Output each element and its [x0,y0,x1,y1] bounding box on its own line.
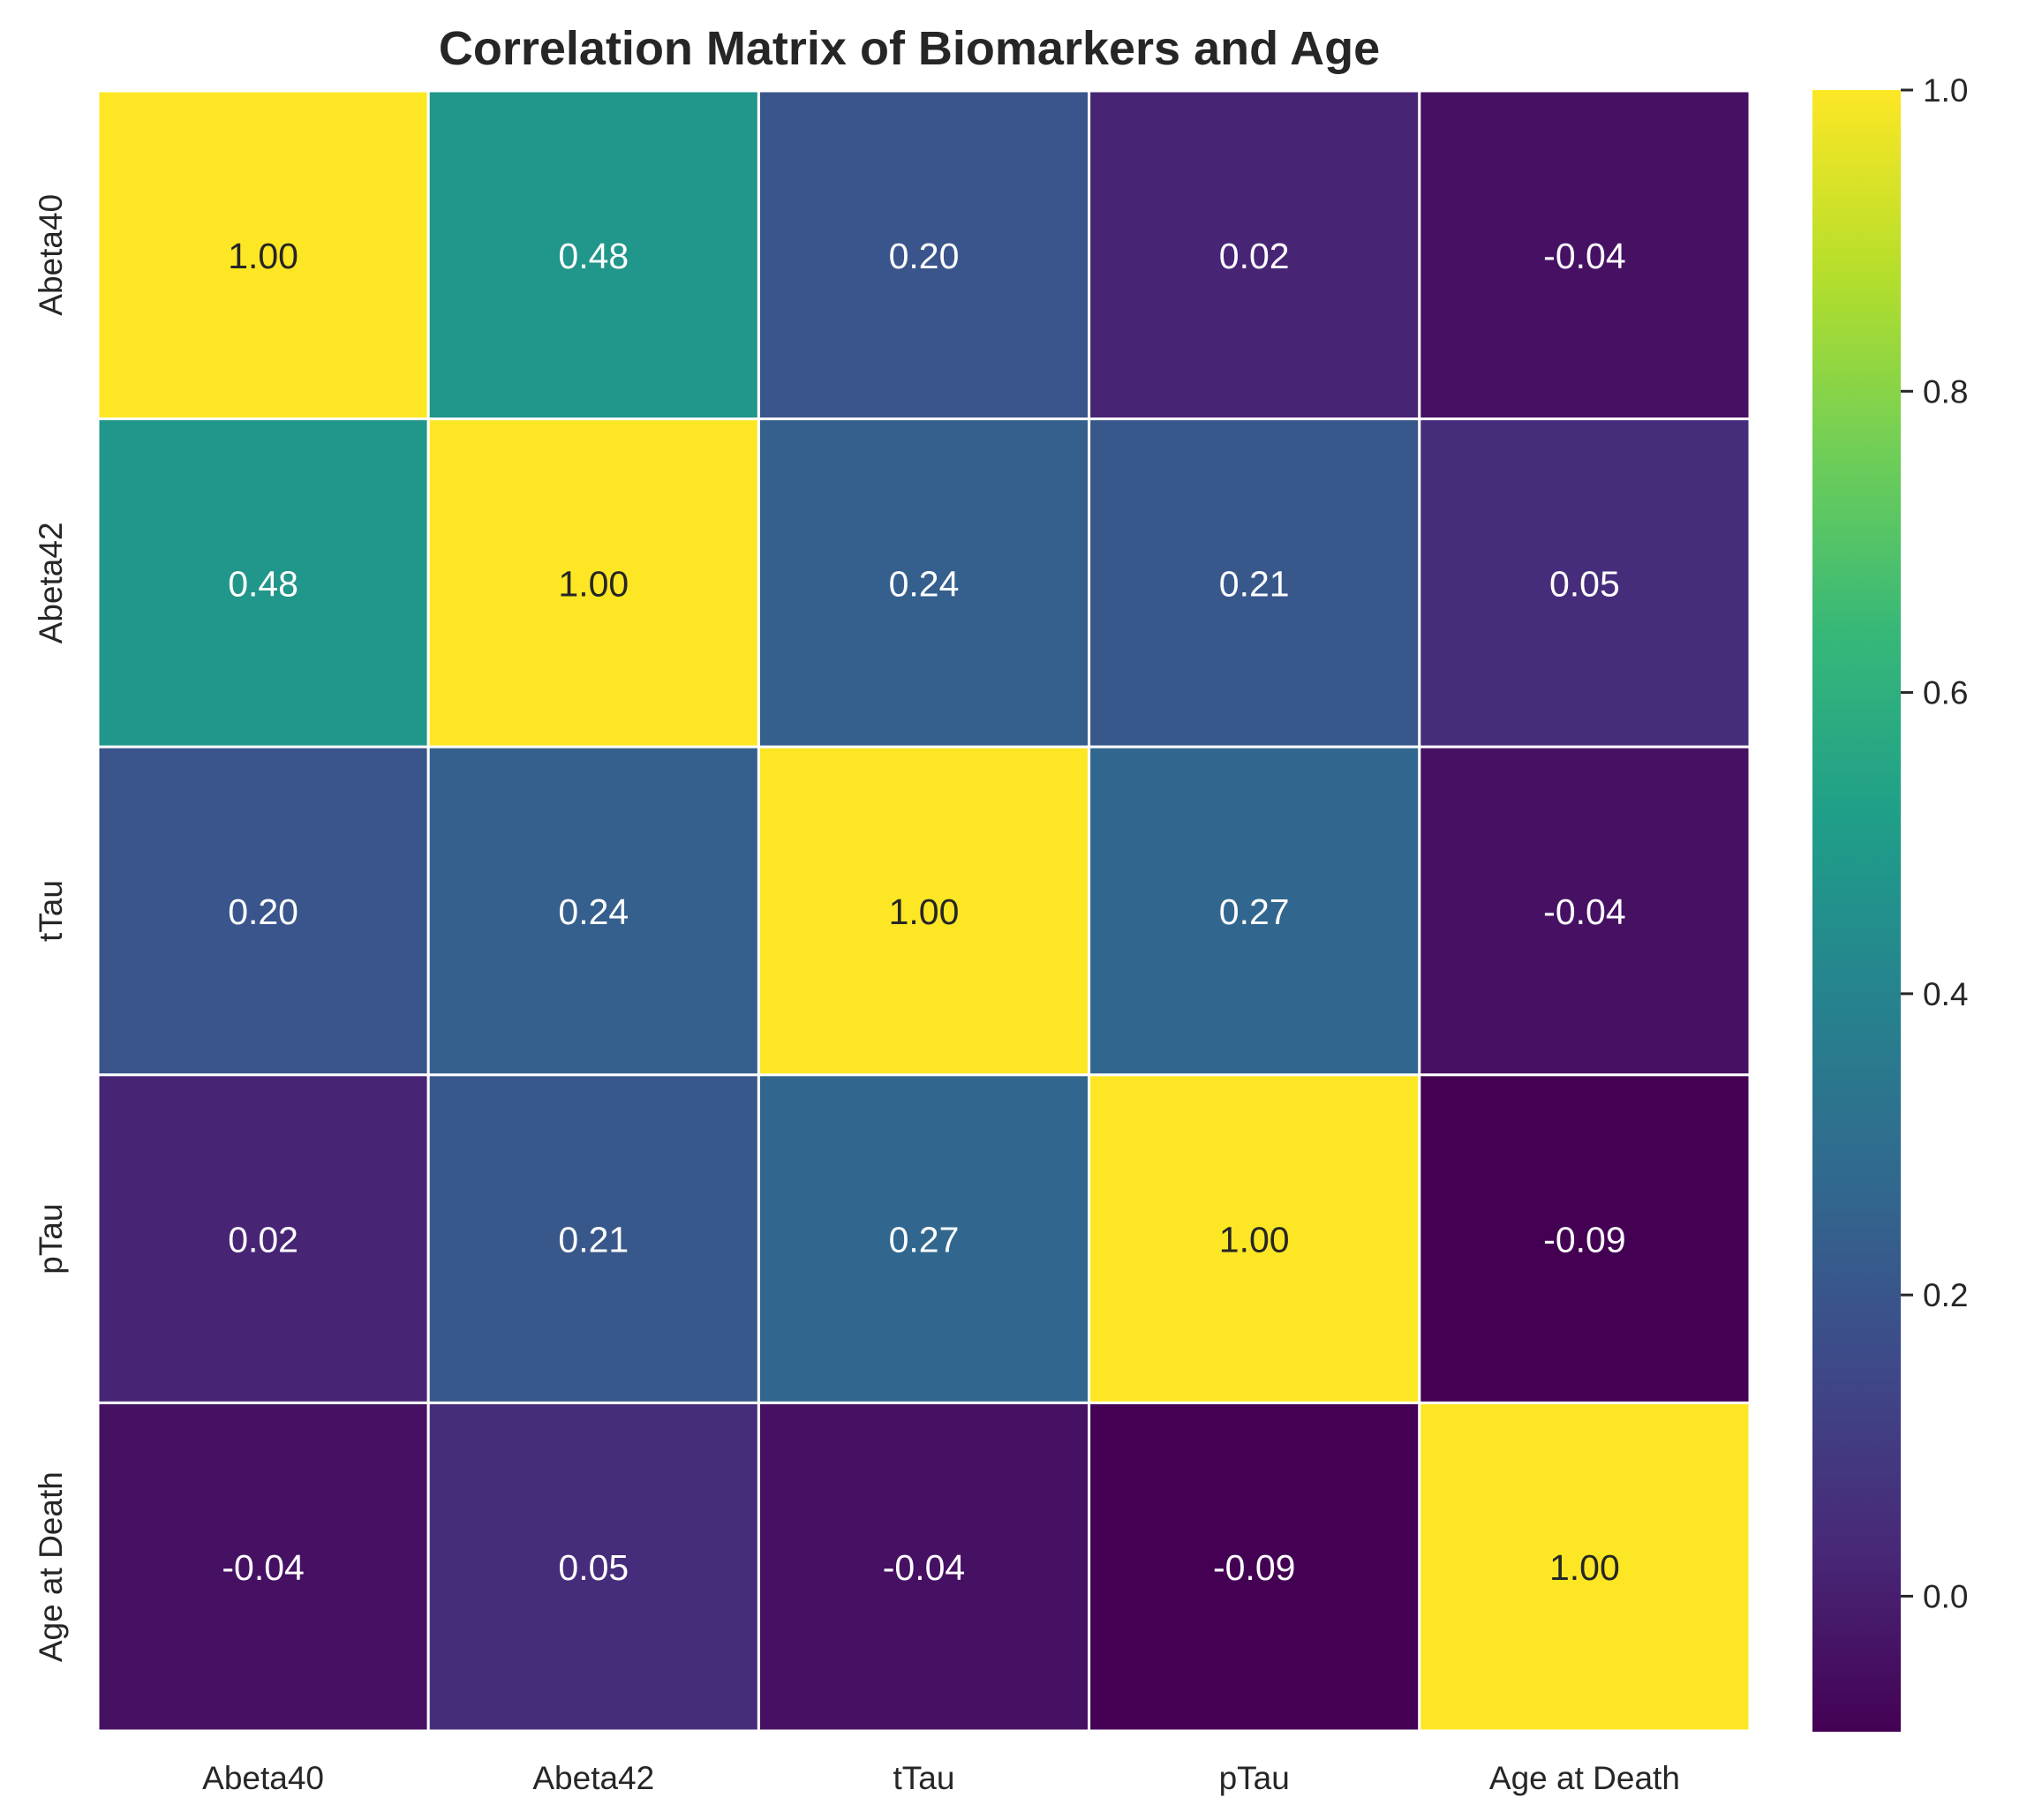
heatmap-cell [757,745,1091,1077]
cell-value-label: 0.20 [889,236,960,276]
heatmap-cell [757,1073,1091,1404]
heatmap-cell [1418,745,1752,1077]
colorbar-gradient [1812,90,1901,1732]
heatmap-cell [757,1401,1091,1733]
cell-value-label: -0.09 [1543,1220,1625,1260]
heatmap-cell [426,1073,760,1404]
cell-value-label: 0.05 [1549,563,1620,604]
cell-value-label: 1.00 [889,891,960,932]
colorbar-tick-label: 0.6 [1923,675,1968,711]
y-tick-label: Abeta42 [33,522,69,643]
cell-value-label: 0.48 [558,236,629,276]
heatmap-cell [1088,745,1421,1077]
heatmap-cell [1418,1073,1752,1404]
colorbar-ticks: 0.0 0.2 0.4 0.6 0.8 1.0 [1901,72,1968,1614]
cell-value-label: 0.20 [228,891,298,932]
cell-value-label: -0.04 [883,1547,965,1588]
y-axis-tick-labels: Abeta40 Abeta42 tTau pTau Age at Death [33,194,69,1662]
heatmap-cell [426,1401,760,1733]
x-tick-label: pTau [1219,1760,1290,1796]
cell-value-label: 0.21 [558,1220,629,1260]
heatmap-cell [1418,89,1752,421]
x-tick-label: tTau [893,1760,955,1796]
colorbar-tick-label: 0.0 [1923,1578,1968,1614]
colorbar-tick-label: 1.0 [1923,72,1968,109]
y-tick-label: pTau [33,1203,69,1274]
colorbar: 0.0 0.2 0.4 0.6 0.8 1.0 [1812,72,1968,1732]
chart-title: Correlation Matrix of Biomarkers and Age [439,22,1380,75]
colorbar-tick-label: 0.4 [1923,976,1968,1012]
x-tick-label: Abeta42 [532,1760,654,1796]
heatmap-cell [1088,1073,1421,1404]
heatmap-cell [96,89,430,421]
cell-value-label: 0.24 [558,891,629,932]
heatmap-cell [1088,89,1421,421]
cell-value-label: 0.27 [889,1220,960,1260]
cell-value-label: -0.09 [1213,1547,1295,1588]
heatmap-cell-labels: 1.00 0.48 0.20 0.02 -0.04 0.48 1.00 0.24 0.21 0.0… [222,236,1625,1588]
heatmap-cell [96,1073,430,1404]
heatmap-cell [757,417,1091,748]
cell-value-label: 1.00 [558,563,629,604]
cell-value-label: -0.04 [222,1547,304,1588]
cell-value-label: 0.05 [558,1547,629,1588]
y-tick-label: Age at Death [33,1471,69,1662]
colorbar-tick-label: 0.2 [1923,1277,1968,1313]
colorbar-tick-label: 0.8 [1923,373,1968,410]
y-tick-label: Abeta40 [33,194,69,316]
x-tick-label: Age at Death [1489,1760,1680,1796]
heatmap-cells [96,89,1752,1733]
cell-value-label: 1.00 [1219,1220,1290,1260]
cell-value-label: -0.04 [1543,891,1625,932]
heatmap-cell [96,1401,430,1733]
heatmap-cell [426,745,760,1077]
heatmap-cell [96,417,430,748]
cell-value-label: -0.04 [1543,236,1625,276]
cell-value-label: 0.02 [228,1220,298,1260]
cell-value-label: 0.02 [1219,236,1290,276]
cell-value-label: 0.24 [889,563,960,604]
heatmap-cell [757,89,1091,421]
x-tick-label: Abeta40 [202,1760,324,1796]
cell-value-label: 0.48 [228,563,298,604]
heatmap-cell [426,89,760,421]
heatmap-cell [1418,417,1752,748]
cell-value-label: 0.27 [1219,891,1290,932]
cell-value-label: 1.00 [1549,1547,1620,1588]
cell-value-label: 1.00 [228,236,298,276]
y-tick-label: tTau [33,880,69,942]
cell-value-label: 0.21 [1219,563,1290,604]
heatmap-cell [1418,1401,1752,1733]
x-axis-tick-labels: Abeta40 Abeta42 tTau pTau Age at Death [202,1760,1680,1796]
